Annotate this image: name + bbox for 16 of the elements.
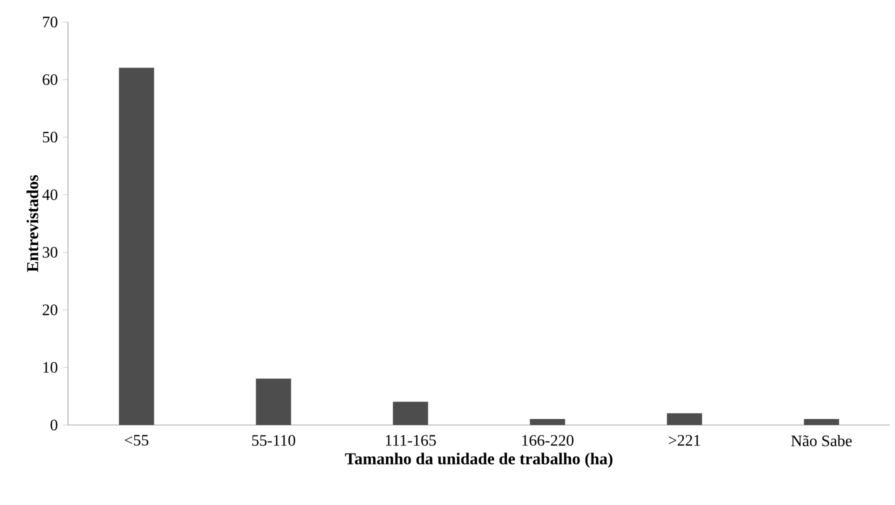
y-tick-label: 40 xyxy=(42,189,58,200)
y-tick-label: 20 xyxy=(42,304,58,316)
y-tick-label: 0 xyxy=(50,420,58,430)
y-tick-label: 30 xyxy=(42,246,58,258)
y-tick-label: 60 xyxy=(42,74,58,85)
x-tick-label: <55 xyxy=(124,435,148,446)
x-tick-label: 111-165 xyxy=(386,435,436,446)
x-axis-title: Tamanho da unidade de trabalho (ha) xyxy=(345,452,612,468)
x-tick-label: >221 xyxy=(668,435,700,446)
x-tick-label: 166-220 xyxy=(522,435,574,446)
x-tick-label: 55-110 xyxy=(252,435,296,446)
y-tick-label: 70 xyxy=(43,16,58,28)
y-tick-label: 50 xyxy=(42,132,58,143)
y-axis-title: Entrevistados xyxy=(26,175,38,272)
x-tick-label: Não Sabe xyxy=(791,435,852,446)
y-tick-label: 10 xyxy=(43,362,58,373)
